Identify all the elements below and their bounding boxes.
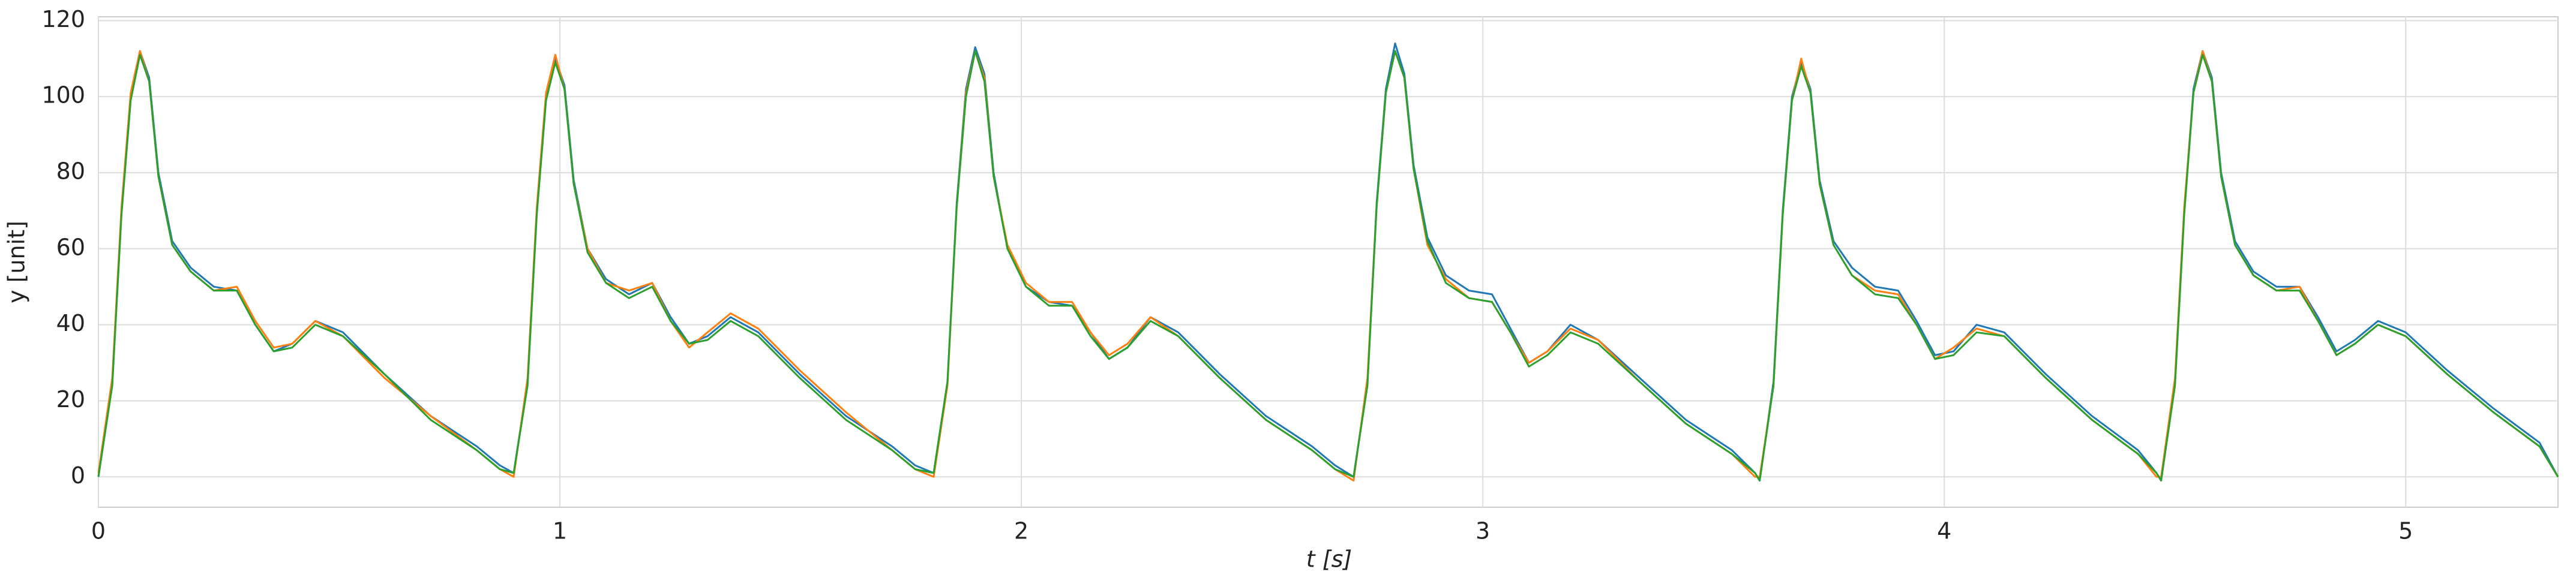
series-line (97, 50, 2559, 482)
y-tick-label: 40 (56, 310, 85, 336)
x-axis-label: t [s] (1306, 546, 1352, 573)
x-tick-label: 1 (553, 518, 567, 544)
x-tick-label: 3 (1476, 518, 1490, 544)
plot-area (98, 16, 2559, 508)
series-line (97, 50, 2559, 482)
x-tick-label: 0 (91, 518, 106, 544)
y-tick-label: 80 (56, 158, 85, 184)
y-tick-label: 120 (41, 6, 85, 32)
x-tick-label: 2 (1014, 518, 1028, 544)
y-tick-label: 100 (41, 82, 85, 109)
x-tick-label: 5 (2398, 518, 2413, 544)
y-axis-label: y [unit] (4, 221, 30, 303)
y-tick-label: 60 (56, 234, 85, 260)
x-tick-label: 4 (1937, 518, 1951, 544)
y-tick-label: 20 (56, 386, 85, 413)
y-tick-label: 0 (71, 462, 85, 489)
